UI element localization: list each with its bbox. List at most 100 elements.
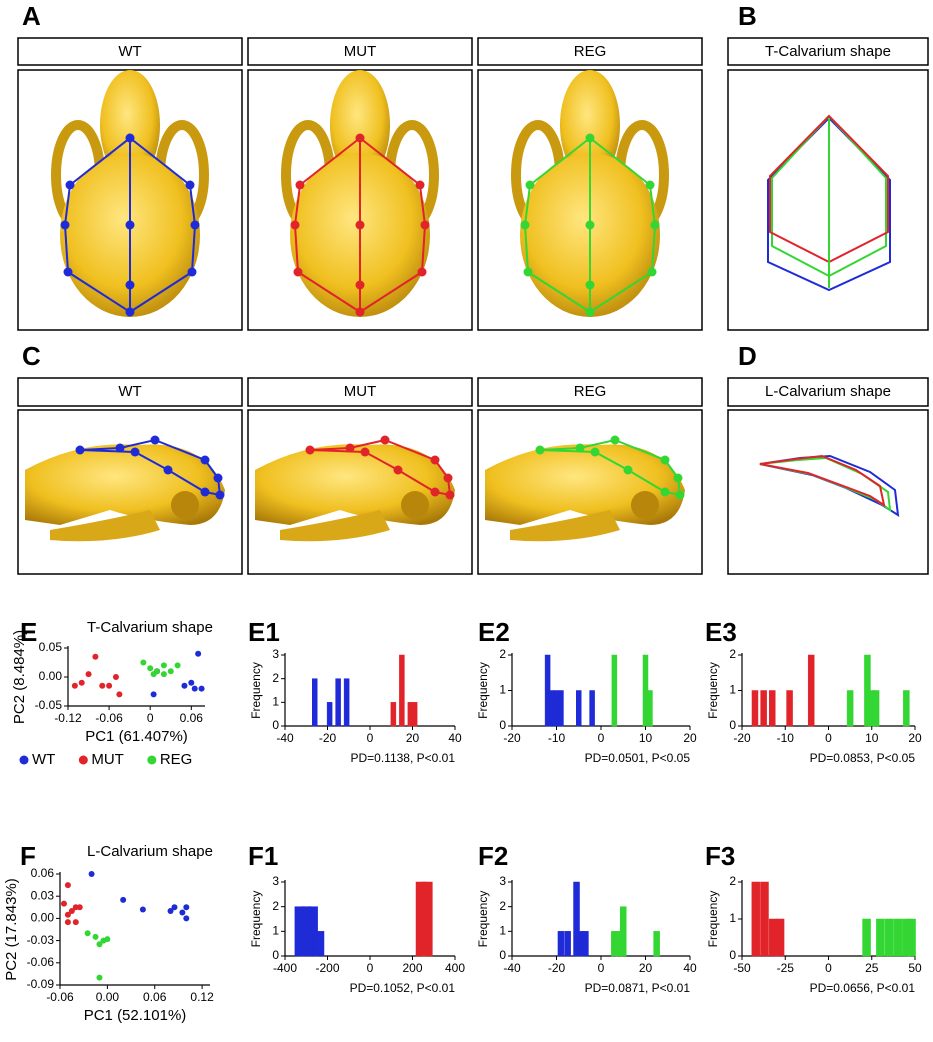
bar [558, 690, 564, 727]
landmark [417, 267, 427, 277]
landmark [355, 133, 365, 143]
landmark [590, 447, 600, 457]
y-tick-label: 2 [499, 899, 506, 913]
header-box [247, 37, 473, 66]
point [150, 671, 157, 678]
x-tick-label: 0 [598, 961, 605, 975]
x-tick-label: 40 [448, 731, 462, 745]
landmark [190, 220, 200, 230]
annotation: PD=0.0656, P<0.01 [810, 981, 916, 995]
x-tick-label: 40 [683, 961, 697, 975]
landmark [355, 220, 365, 230]
landmark [293, 267, 303, 277]
point [160, 671, 167, 678]
point [96, 974, 103, 981]
point [167, 908, 174, 914]
y-tick-label: 3 [499, 874, 506, 888]
panel-label: E [20, 617, 37, 647]
point [160, 662, 167, 669]
legend-label: MUT [91, 751, 124, 768]
bar [751, 690, 759, 727]
skull-ear [401, 491, 429, 519]
x-tick-label: -20 [548, 961, 566, 975]
y-tick-label: 2 [499, 647, 506, 661]
point [140, 659, 147, 666]
bar [390, 702, 397, 727]
header-box [477, 37, 703, 66]
x-tick-label: 20 [908, 731, 922, 745]
point [76, 904, 83, 911]
bar [335, 678, 341, 727]
y-tick-label: 2 [272, 671, 279, 685]
y-axis-label: Frequency [249, 662, 263, 719]
landmark [445, 490, 455, 500]
x-tick-label: -50 [733, 961, 751, 975]
point [150, 691, 157, 698]
landmark [525, 180, 535, 190]
landmark [645, 180, 655, 190]
bar [760, 690, 767, 727]
point [179, 909, 186, 916]
point [88, 871, 95, 877]
outline [759, 454, 886, 508]
landmark [125, 280, 135, 290]
point [64, 882, 71, 889]
point [96, 941, 103, 948]
chart-title: T-Calvarium shape [87, 619, 213, 636]
landmark [360, 447, 370, 457]
landmark [355, 307, 365, 317]
landmark [675, 490, 685, 500]
panel-label: C [22, 341, 41, 371]
point [147, 665, 154, 672]
skull-ear [631, 491, 659, 519]
point [85, 671, 92, 678]
point [174, 662, 181, 669]
landmark [187, 267, 197, 277]
x-tick-label: -10 [777, 731, 795, 745]
skull-snout [560, 70, 620, 180]
y-tick-label: 0.03 [31, 888, 55, 902]
bar [862, 918, 871, 957]
landmark [575, 443, 585, 453]
landmark [75, 445, 85, 455]
y-tick-label: 2 [729, 647, 736, 661]
bar [576, 690, 582, 727]
y-tick-label: 1 [729, 683, 736, 697]
annotation: PD=0.0853, P<0.05 [810, 751, 916, 765]
y-axis-label: Frequency [476, 662, 490, 719]
point [198, 685, 205, 692]
bar [343, 678, 350, 727]
bar [564, 931, 571, 957]
landmark [63, 267, 73, 277]
landmark [430, 455, 440, 465]
bar [893, 918, 902, 957]
header-box [17, 377, 243, 407]
y-tick-label: 0 [499, 718, 506, 732]
y-tick-label: -0.09 [27, 977, 55, 991]
bar [399, 654, 405, 727]
landmark [650, 220, 660, 230]
chart-title: L-Calvarium shape [87, 843, 213, 860]
x-tick-label: 0.12 [190, 990, 214, 1004]
point [195, 650, 202, 657]
bar [786, 690, 793, 727]
skull-snout [100, 70, 160, 180]
bar [876, 918, 885, 957]
x-tick-label: -40 [276, 731, 294, 745]
panel-label: F [20, 841, 36, 871]
y-tick-label: 0 [499, 948, 506, 962]
point [78, 679, 85, 686]
point [68, 908, 75, 914]
landmark [673, 473, 683, 483]
landmark [163, 465, 173, 475]
header: WT [118, 43, 141, 60]
x-tick-label: -400 [273, 961, 297, 975]
x-tick-label: 0 [367, 961, 374, 975]
landmark [430, 487, 440, 497]
landmark [420, 220, 430, 230]
bar [903, 690, 910, 727]
header: T-Calvarium shape [765, 43, 891, 60]
point [84, 930, 91, 937]
x-tick-label: -0.12 [54, 711, 82, 725]
